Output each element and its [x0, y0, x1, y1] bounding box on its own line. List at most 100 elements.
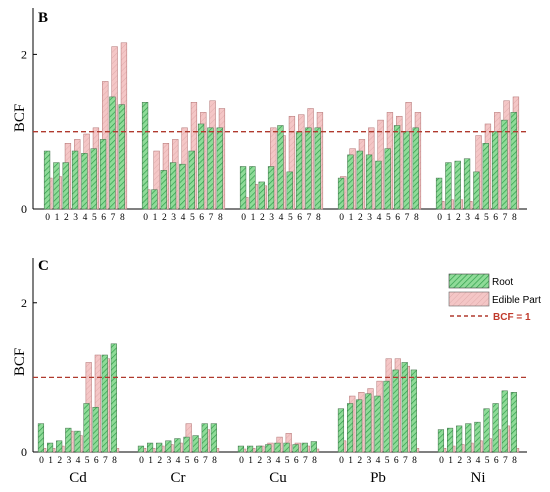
x-tick-label: 0 — [241, 213, 246, 223]
bar-root — [151, 189, 158, 210]
bar-root — [74, 430, 81, 453]
bar-root — [265, 444, 272, 453]
bar-root — [501, 390, 508, 453]
bar-root — [283, 442, 290, 453]
bar-root — [156, 442, 163, 453]
bar-root — [99, 139, 107, 210]
x-tick-label: 1 — [348, 456, 353, 466]
legend-ref-label: BCF = 1 — [493, 312, 531, 323]
x-tick-label: 1 — [153, 213, 158, 223]
y-tick-label: 0 — [21, 202, 27, 216]
bar-root — [482, 143, 489, 210]
x-tick-label: 8 — [316, 213, 321, 223]
bar-root — [110, 343, 117, 453]
panel-c-label: C — [38, 258, 49, 274]
bar-root — [179, 163, 186, 210]
x-tick-label: 3 — [467, 456, 472, 466]
x-tick-label: 3 — [269, 213, 274, 223]
bar-root — [403, 131, 410, 210]
bar-root — [510, 392, 517, 453]
x-tick-label: 2 — [157, 456, 162, 466]
x-tick-label: 7 — [111, 213, 116, 223]
bar-root — [56, 440, 63, 453]
x-tick-label: 8 — [512, 456, 517, 466]
x-tick-label: 7 — [103, 456, 108, 466]
bar-root — [267, 166, 275, 210]
x-tick-label: 4 — [476, 456, 481, 466]
bar-root — [71, 150, 79, 210]
bar-root — [118, 104, 125, 210]
bar-root — [239, 166, 247, 210]
panel-b-label: B — [38, 10, 48, 26]
x-tick-label: 7 — [307, 213, 312, 223]
x-tick-label: 4 — [475, 213, 480, 223]
bar-root — [456, 425, 463, 453]
x-tick-label: 2 — [457, 456, 462, 466]
x-tick-label: 2 — [260, 213, 265, 223]
bar-root — [384, 148, 391, 210]
bar-root — [435, 177, 443, 210]
bar-root — [510, 112, 517, 210]
x-tick-label: 3 — [73, 213, 78, 223]
legend-edible-label: Edible Part — [492, 295, 541, 306]
x-tick-label: 4 — [276, 456, 281, 466]
bar-root — [141, 102, 149, 210]
x-tick-label: 8 — [312, 456, 317, 466]
bar-root — [292, 444, 299, 453]
bar-root — [249, 166, 256, 210]
bar-root — [374, 395, 381, 453]
x-tick-label: 5 — [185, 456, 190, 466]
x-tick-label: 1 — [448, 456, 453, 466]
bar-root — [183, 436, 190, 453]
bar-root — [383, 380, 390, 453]
bar-root — [174, 438, 181, 453]
bar-root — [146, 442, 154, 453]
bar-root — [454, 160, 461, 210]
x-tick-label: 4 — [83, 213, 88, 223]
bar-root — [365, 154, 373, 210]
bar-root — [392, 369, 399, 453]
x-tick-label: 4 — [377, 213, 382, 223]
x-tick-label: 0 — [45, 213, 50, 223]
bar-root — [356, 150, 363, 210]
x-tick-label: 5 — [485, 456, 490, 466]
x-tick-label: 0 — [339, 456, 344, 466]
bar-root — [465, 423, 472, 453]
metal-label: Ni — [471, 470, 486, 486]
x-tick-label: 6 — [199, 213, 204, 223]
bar-root — [393, 125, 401, 210]
x-tick-label: 2 — [358, 213, 363, 223]
bar-root — [295, 131, 303, 210]
x-tick-label: 0 — [437, 213, 442, 223]
bar-root — [210, 423, 217, 453]
bar-root — [314, 127, 321, 210]
x-tick-label: 7 — [503, 213, 508, 223]
bar-root — [491, 131, 499, 210]
bar-root — [101, 354, 108, 453]
x-tick-label: 2 — [64, 213, 69, 223]
x-tick-label: 3 — [67, 456, 72, 466]
bar-root — [401, 362, 408, 453]
x-tick-label: 2 — [456, 213, 461, 223]
x-tick-label: 5 — [85, 456, 90, 466]
x-tick-label: 1 — [447, 213, 452, 223]
bar-root — [501, 119, 508, 210]
bar-root — [492, 403, 499, 453]
x-tick-label: 8 — [218, 213, 223, 223]
bar-root — [337, 177, 345, 210]
x-tick-label: 3 — [167, 456, 172, 466]
x-tick-label: 5 — [288, 213, 293, 223]
x-tick-label: 4 — [279, 213, 284, 223]
bar-root — [310, 441, 317, 453]
x-tick-label: 3 — [465, 213, 470, 223]
legend-edible-swatch — [448, 291, 490, 307]
x-tick-label: 6 — [294, 456, 299, 466]
bar-root — [258, 181, 265, 210]
x-tick-label: 5 — [285, 456, 290, 466]
bar-root — [216, 127, 223, 210]
x-tick-label: 1 — [248, 456, 253, 466]
x-tick-label: 0 — [139, 456, 144, 466]
legend-root-swatch — [448, 273, 490, 289]
x-tick-label: 1 — [148, 456, 153, 466]
